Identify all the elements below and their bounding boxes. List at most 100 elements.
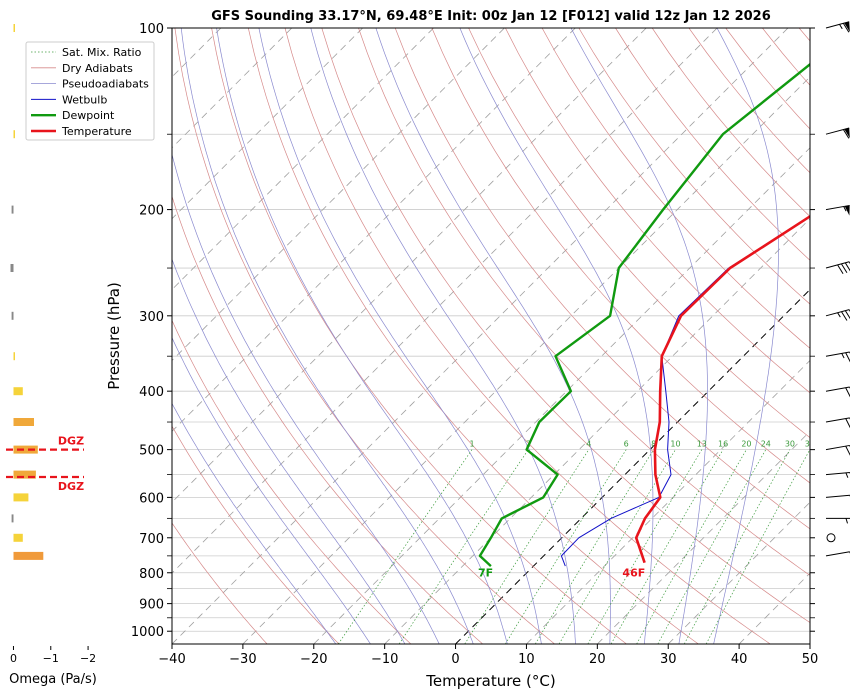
wind-barb-full (845, 352, 850, 363)
wind-barb-staff (825, 204, 850, 211)
pseudoadiabat (180, 28, 474, 644)
x-tick-label: 50 (802, 652, 819, 667)
mixing-ratio-line (534, 449, 654, 644)
surface-dewpoint-label: 7F (478, 566, 493, 579)
isotherm-line (313, 147, 810, 644)
pseudoadiabat (258, 28, 542, 644)
y-tick-label: 300 (139, 310, 164, 325)
sounding-series (478, 62, 810, 567)
x-tick-label: 30 (660, 652, 677, 667)
isotherm-line (242, 76, 810, 644)
wind-barb-staff (825, 494, 850, 498)
series-temperature (634, 214, 810, 564)
pseudoadiabat (713, 28, 779, 644)
dry-adiabat (321, 28, 810, 624)
wind-barb (825, 417, 850, 429)
y-tick-label: 400 (139, 385, 164, 400)
wind-barb (825, 472, 850, 483)
mixing-ratio-label: 6 (624, 440, 629, 449)
isotherm-line (172, 28, 718, 574)
surface-temperature-label: 46F (622, 566, 645, 579)
omega-bar (13, 533, 23, 542)
dry-adiabat (284, 28, 771, 644)
wind-barb (825, 127, 850, 139)
dry-adiabat (615, 28, 810, 261)
legend-label: Sat. Mix. Ratio (62, 46, 142, 59)
dry-adiabat (172, 522, 268, 644)
plot-annotations: 46F 7F (478, 566, 645, 579)
omega-bar (13, 470, 36, 479)
isotherm-line (172, 28, 363, 220)
wind-barb-pennant (844, 127, 850, 139)
pseudoadiabat (459, 28, 654, 644)
wind-barb-pennant (844, 205, 850, 216)
wind-barb-full (845, 418, 850, 429)
x-tick-label: −10 (371, 652, 398, 667)
y-tick-label: 800 (139, 567, 164, 582)
omega-bar (11, 514, 14, 523)
mixing-ratio-label: 36 (805, 440, 815, 449)
x-tick-label: 20 (589, 652, 606, 667)
wind-barb-staff (825, 551, 850, 557)
wind-barb-half (841, 353, 845, 359)
wind-barb (825, 309, 850, 321)
isotherm-line (172, 28, 647, 503)
mixing-ratio-line (705, 449, 810, 644)
pseudoadiabat (172, 336, 371, 644)
chart-title: GFS Sounding 33.17°N, 69.48°E Init: 00z … (211, 9, 771, 24)
pseudoadiabat (570, 28, 708, 644)
pseudoadiabat (216, 28, 508, 644)
mixing-ratio-line (464, 449, 590, 644)
pseudoadiabat (310, 28, 576, 644)
legend-label: Dewpoint (62, 109, 115, 122)
legend-label: Temperature (61, 125, 132, 138)
pseudoadiabat (172, 402, 337, 644)
wind-barb-half (845, 472, 849, 478)
wind-barb (825, 21, 850, 33)
omega-panel: DGZ DGZ 0 −1 −2 (6, 24, 96, 665)
mixing-ratio-line (636, 449, 747, 644)
legend: Sat. Mix. Ratio Dry Adiabats Pseudoadiabat… (25, 41, 155, 141)
wind-barb-half (845, 518, 848, 524)
series-dewpoint (478, 62, 810, 567)
wind-barb (825, 351, 850, 363)
mixing-ratio-label: 4 (586, 440, 591, 449)
isotherm-line (172, 28, 576, 432)
plot-border (171, 27, 811, 645)
wind-barb (825, 386, 850, 398)
pseudoadiabat (172, 258, 406, 644)
omega-bar (10, 264, 14, 272)
wind-barb (825, 261, 850, 275)
pseudoadiabat (172, 153, 440, 644)
isotherm-line (526, 359, 810, 644)
isotherm-line (172, 28, 434, 291)
background-lines: 1 2 4 6 8 10 13 16 20 24 30 36 (172, 28, 815, 644)
omega-tick-label: −1 (43, 652, 59, 665)
y-tick-label: 500 (139, 444, 164, 459)
wind-barb-full (845, 445, 850, 456)
omega-tick-label: 0 (10, 652, 17, 665)
dry-adiabat (247, 28, 699, 644)
mixing-ratio-label: 20 (741, 440, 751, 449)
wind-barb (825, 204, 850, 216)
dry-adiabat (688, 28, 810, 174)
omega-bar (13, 493, 29, 502)
plot-axes: −40 −30 −20 −10 0 10 20 30 40 50 100 200 300 400 500 60… (131, 22, 818, 667)
mixing-ratio-line (398, 449, 529, 644)
wind-barb-pennant (844, 21, 850, 32)
x-tick-label: 0 (451, 652, 459, 667)
dry-adiabat (505, 28, 810, 394)
mixing-ratio-line (558, 449, 676, 644)
dry-adiabat (174, 28, 555, 644)
omega-bar (11, 205, 14, 214)
mixing-ratio-label: 1 (469, 440, 474, 449)
wind-barb-half (843, 206, 847, 212)
omega-bar (11, 311, 14, 320)
isotherm-line (172, 28, 789, 644)
x-tick-label: 40 (731, 652, 748, 667)
wind-barbs (825, 21, 850, 562)
dry-adiabat (431, 28, 810, 484)
mixing-ratio-line (683, 449, 791, 644)
dry-adiabat (172, 195, 483, 644)
mixing-ratio-line (610, 449, 724, 644)
